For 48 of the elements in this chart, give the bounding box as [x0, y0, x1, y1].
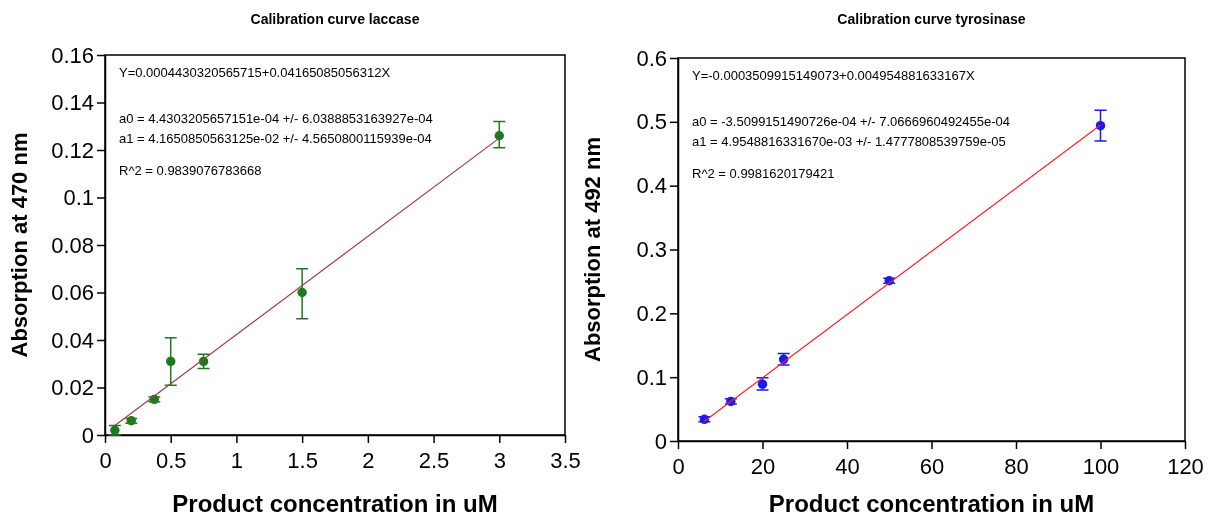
chart-title: Calibration curve tyrosinase [837, 11, 1026, 27]
y-tick-label: 0.1 [63, 185, 94, 211]
y-axis-title: Absorption at 470 nm [7, 132, 32, 358]
point [297, 287, 307, 298]
annotation: Y=0.0004430320565715+0.04165085056312X [119, 65, 391, 80]
x-tick-label: 0.5 [155, 448, 187, 473]
x-tick-label: 100 [1082, 454, 1120, 479]
x-tick-label: 3 [493, 448, 506, 473]
y-tick-label: 0.6 [636, 45, 667, 71]
x-tick-label: 20 [750, 454, 776, 479]
y-axis-title: Absorption at 492 nm [580, 137, 605, 362]
y-tick-label: 0.16 [51, 42, 94, 68]
x-tick-label: 120 [1167, 454, 1204, 479]
y-tick-label: 0.14 [51, 90, 94, 116]
y-tick-label: 0.08 [51, 232, 94, 258]
annotation: a0 = 4.4303205657151e-04 +/- 6.0388853163927e-04 [119, 111, 433, 126]
annotation: Y=-0.0003509915149073+0.004954881633167X [692, 68, 975, 83]
x-axis-title: Product concentration in uM [768, 490, 1095, 517]
y-tick-label: 0.3 [636, 237, 667, 263]
y-tick-label: 0.2 [636, 300, 667, 326]
annotation: a1 = 4.1650850563125e-02 +/- 4.5650800115939e-04 [119, 131, 432, 146]
annotation: R^2 = 0.9839076783668 [119, 163, 262, 178]
x-tick-label: 1.5 [287, 448, 318, 473]
x-tick-label: 2 [362, 448, 375, 473]
annotation: a1 = 4.9548816331670e-03 +/- 1.4777808539759e-05 [692, 134, 1006, 149]
y-tick-label: 0.02 [51, 375, 94, 401]
x-tick-label: 1 [230, 448, 244, 473]
chart-title: Calibration curve laccase [250, 11, 420, 27]
y-tick-label: 0 [654, 428, 667, 454]
annotation: R^2 = 0.9981620179421 [692, 166, 835, 181]
x-tick-label: 80 [1004, 454, 1029, 479]
x-tick-label: 2.5 [418, 448, 450, 473]
y-tick-label: 0.1 [636, 364, 667, 390]
x-tick-label: 60 [919, 454, 945, 479]
point [494, 131, 505, 141]
x-axis-title: Product concentration in uM [172, 490, 498, 517]
x-tick-label: 40 [835, 454, 860, 479]
annotation: a0 = -3.5099151490726e-04 +/- 7.0666960492455e-04 [692, 114, 1011, 129]
y-tick-label: 0 [81, 422, 94, 448]
x-tick-label: 0 [672, 454, 685, 479]
y-tick-label: 0.4 [636, 173, 667, 199]
y-tick-label: 0.06 [51, 280, 94, 306]
y-tick-label: 0.5 [636, 109, 667, 135]
point [165, 356, 176, 367]
y-tick-label: 0.04 [51, 327, 94, 353]
x-tick-label: 0 [99, 448, 112, 473]
y-tick-label: 0.12 [51, 137, 94, 163]
x-tick-label: 3.5 [550, 448, 581, 473]
